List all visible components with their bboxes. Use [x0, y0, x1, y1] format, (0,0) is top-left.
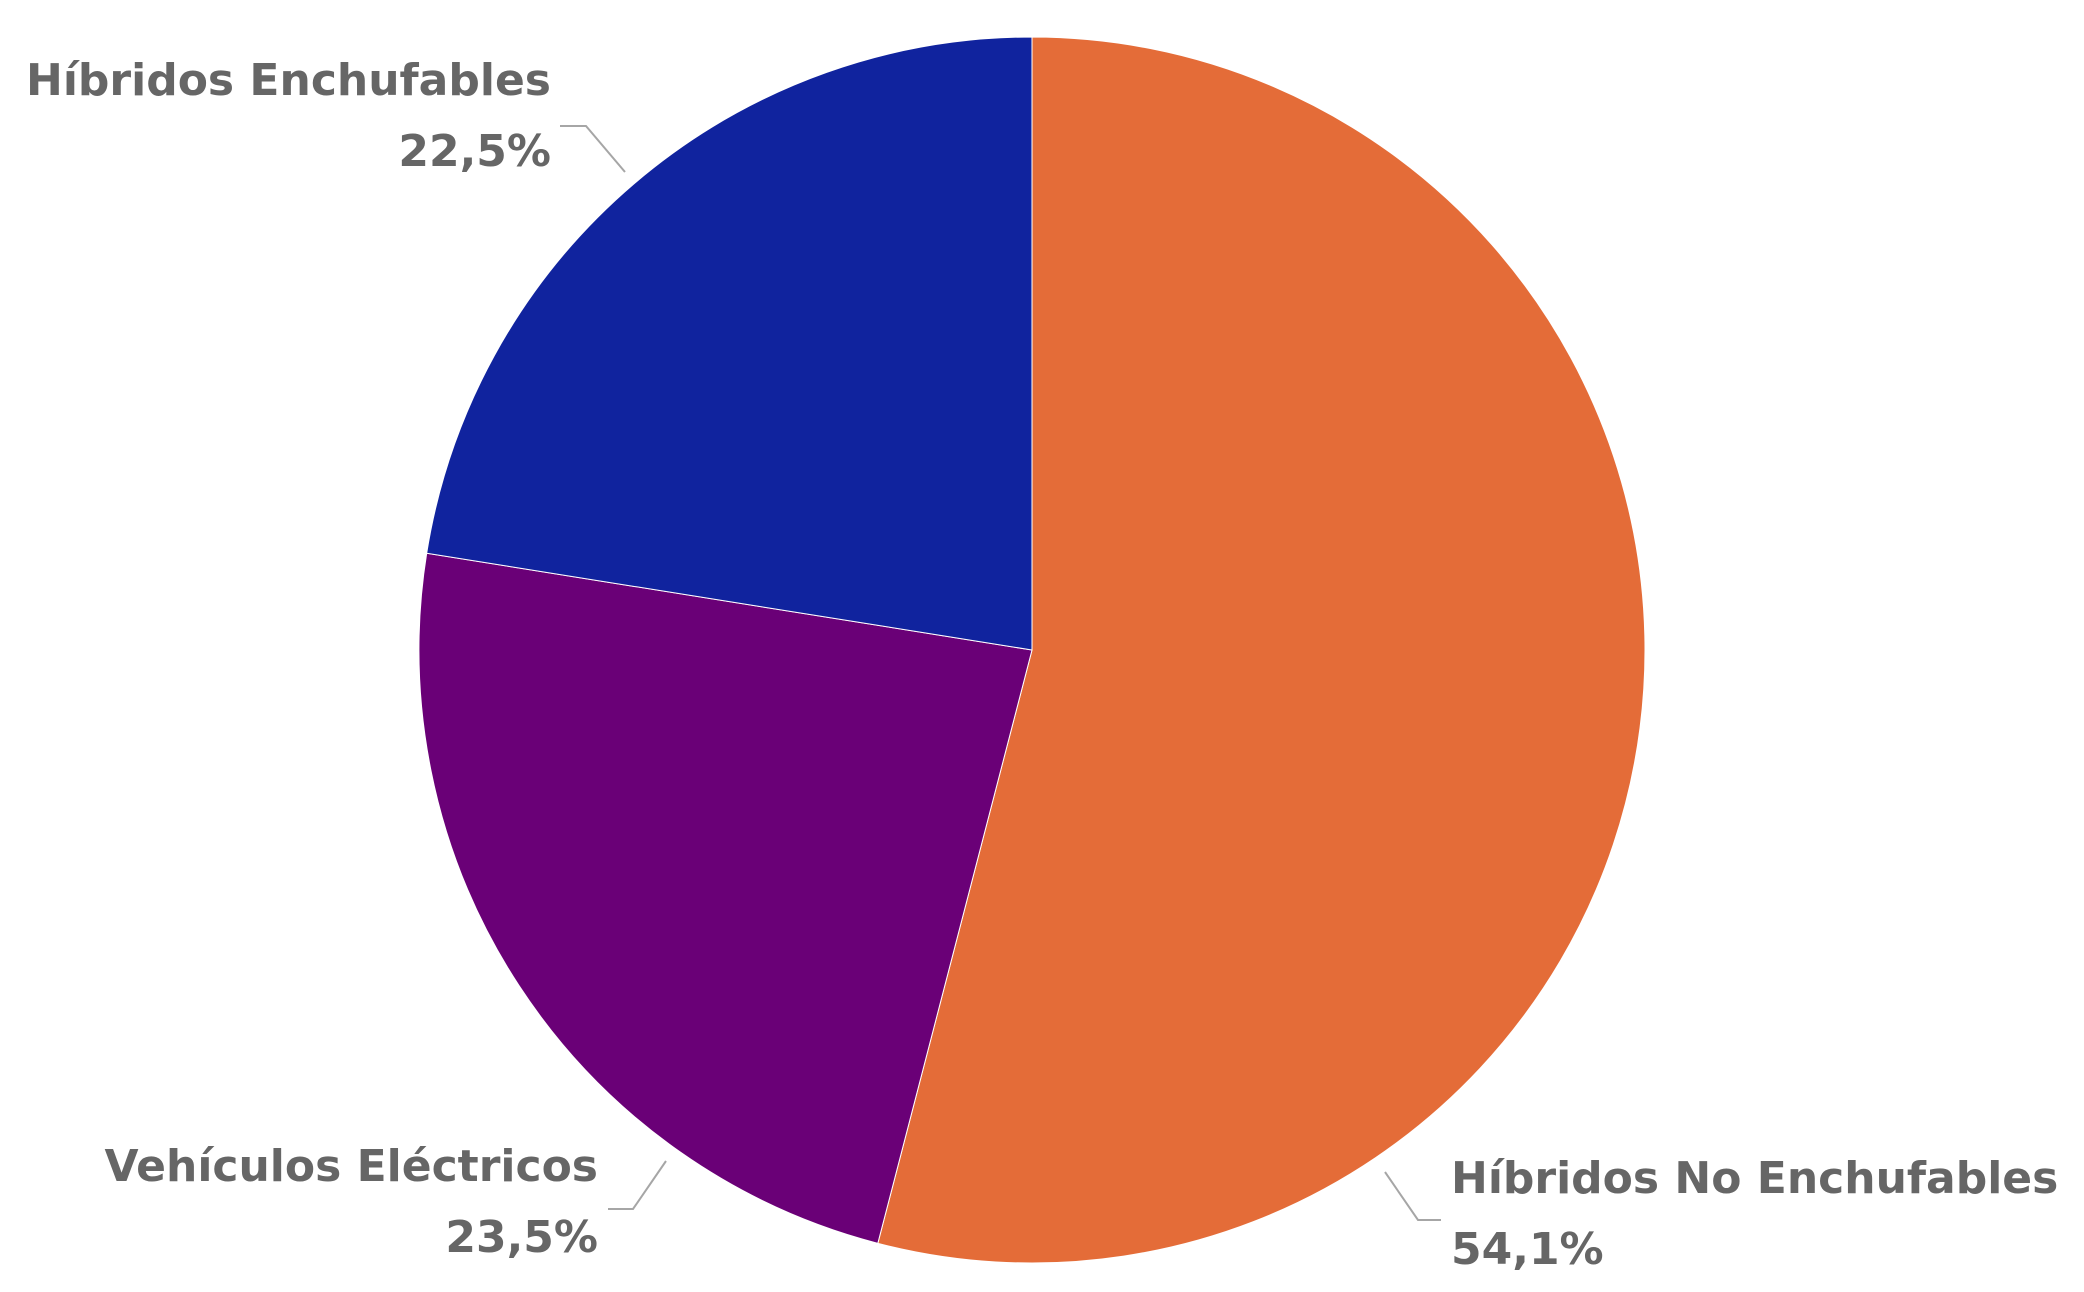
- slices-layer: [418, 36, 1646, 1264]
- leader-line-hibridos-no-enchufables: [1384, 1171, 1441, 1221]
- slice-value-label-hibridos-no-enchufables: 54,1%: [1451, 1224, 1604, 1275]
- pie-slice-hibridos-no-enchufables: [877, 36, 1646, 1264]
- labels-layer: Híbridos No Enchufables 54,1% Vehículos El…: [26, 55, 2058, 1275]
- slice-category-label-vehiculos-electricos: Vehículos Eléctricos: [105, 1141, 599, 1192]
- slice-value-label-vehiculos-electricos: 23,5%: [445, 1212, 598, 1263]
- pie-slice-vehiculos-electricos: [418, 552, 1033, 1244]
- slice-category-label-hibridos-no-enchufables: Híbridos No Enchufables: [1451, 1153, 2058, 1204]
- slice-value-label-hibridos-enchufables: 22,5%: [398, 126, 551, 177]
- leader-line-vehiculos-electricos: [608, 1160, 667, 1210]
- pie-slice-hibridos-enchufables: [426, 36, 1033, 651]
- slice-category-label-hibridos-enchufables: Híbridos Enchufables: [26, 55, 551, 106]
- leader-line-hibridos-enchufables: [560, 125, 626, 173]
- leader-lines-layer: [560, 125, 1441, 1221]
